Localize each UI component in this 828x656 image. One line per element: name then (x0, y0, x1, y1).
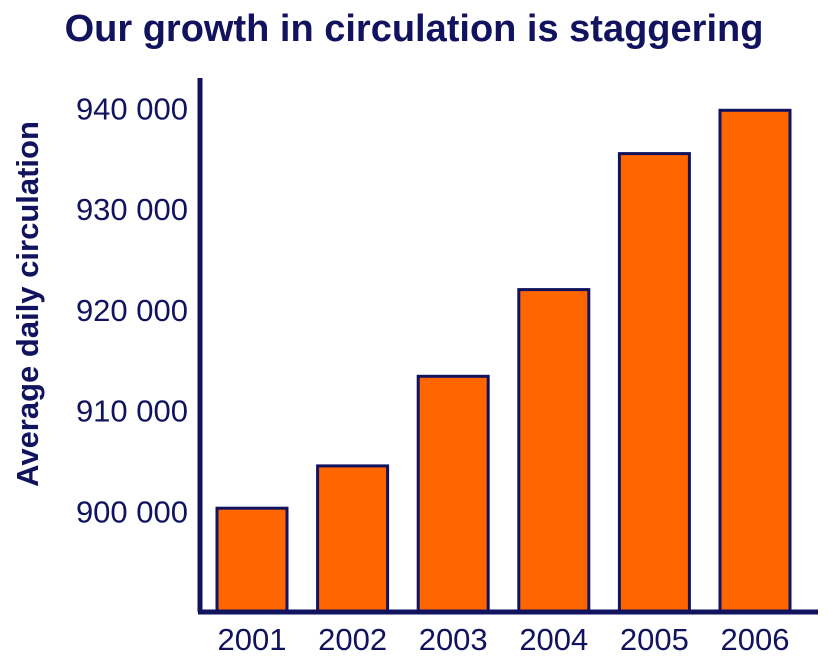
y-tick-labels: 900 000 910 000 920 000 930 000 940 000 (76, 91, 188, 529)
y-tick-label: 940 000 (76, 91, 188, 126)
x-tick-labels: 2001 2002 2003 2004 2005 2006 (218, 622, 790, 656)
x-tick-label: 2006 (721, 622, 790, 656)
bars-layer (215, 108, 792, 614)
chart-title: Our growth in circulation is staggering (64, 8, 764, 50)
y-tick-label: 930 000 (76, 192, 188, 227)
bar-2006 (718, 108, 792, 614)
x-tick-label: 2002 (318, 622, 387, 656)
y-tick-label: 910 000 (76, 394, 188, 429)
y-axis-title: Average daily circulation (10, 121, 45, 487)
bar-2003 (416, 374, 490, 614)
y-tick-label: 920 000 (76, 293, 188, 328)
bar-2001 (215, 506, 289, 614)
axes-layer (197, 78, 818, 615)
x-tick-label: 2001 (218, 622, 287, 656)
bar-2004 (517, 288, 591, 614)
y-tick-label: 900 000 (76, 494, 188, 529)
x-tick-label: 2005 (620, 622, 689, 656)
x-tick-label: 2003 (419, 622, 488, 656)
bar-2002 (316, 464, 390, 614)
x-tick-label: 2004 (519, 622, 588, 656)
bar-2005 (617, 152, 691, 614)
